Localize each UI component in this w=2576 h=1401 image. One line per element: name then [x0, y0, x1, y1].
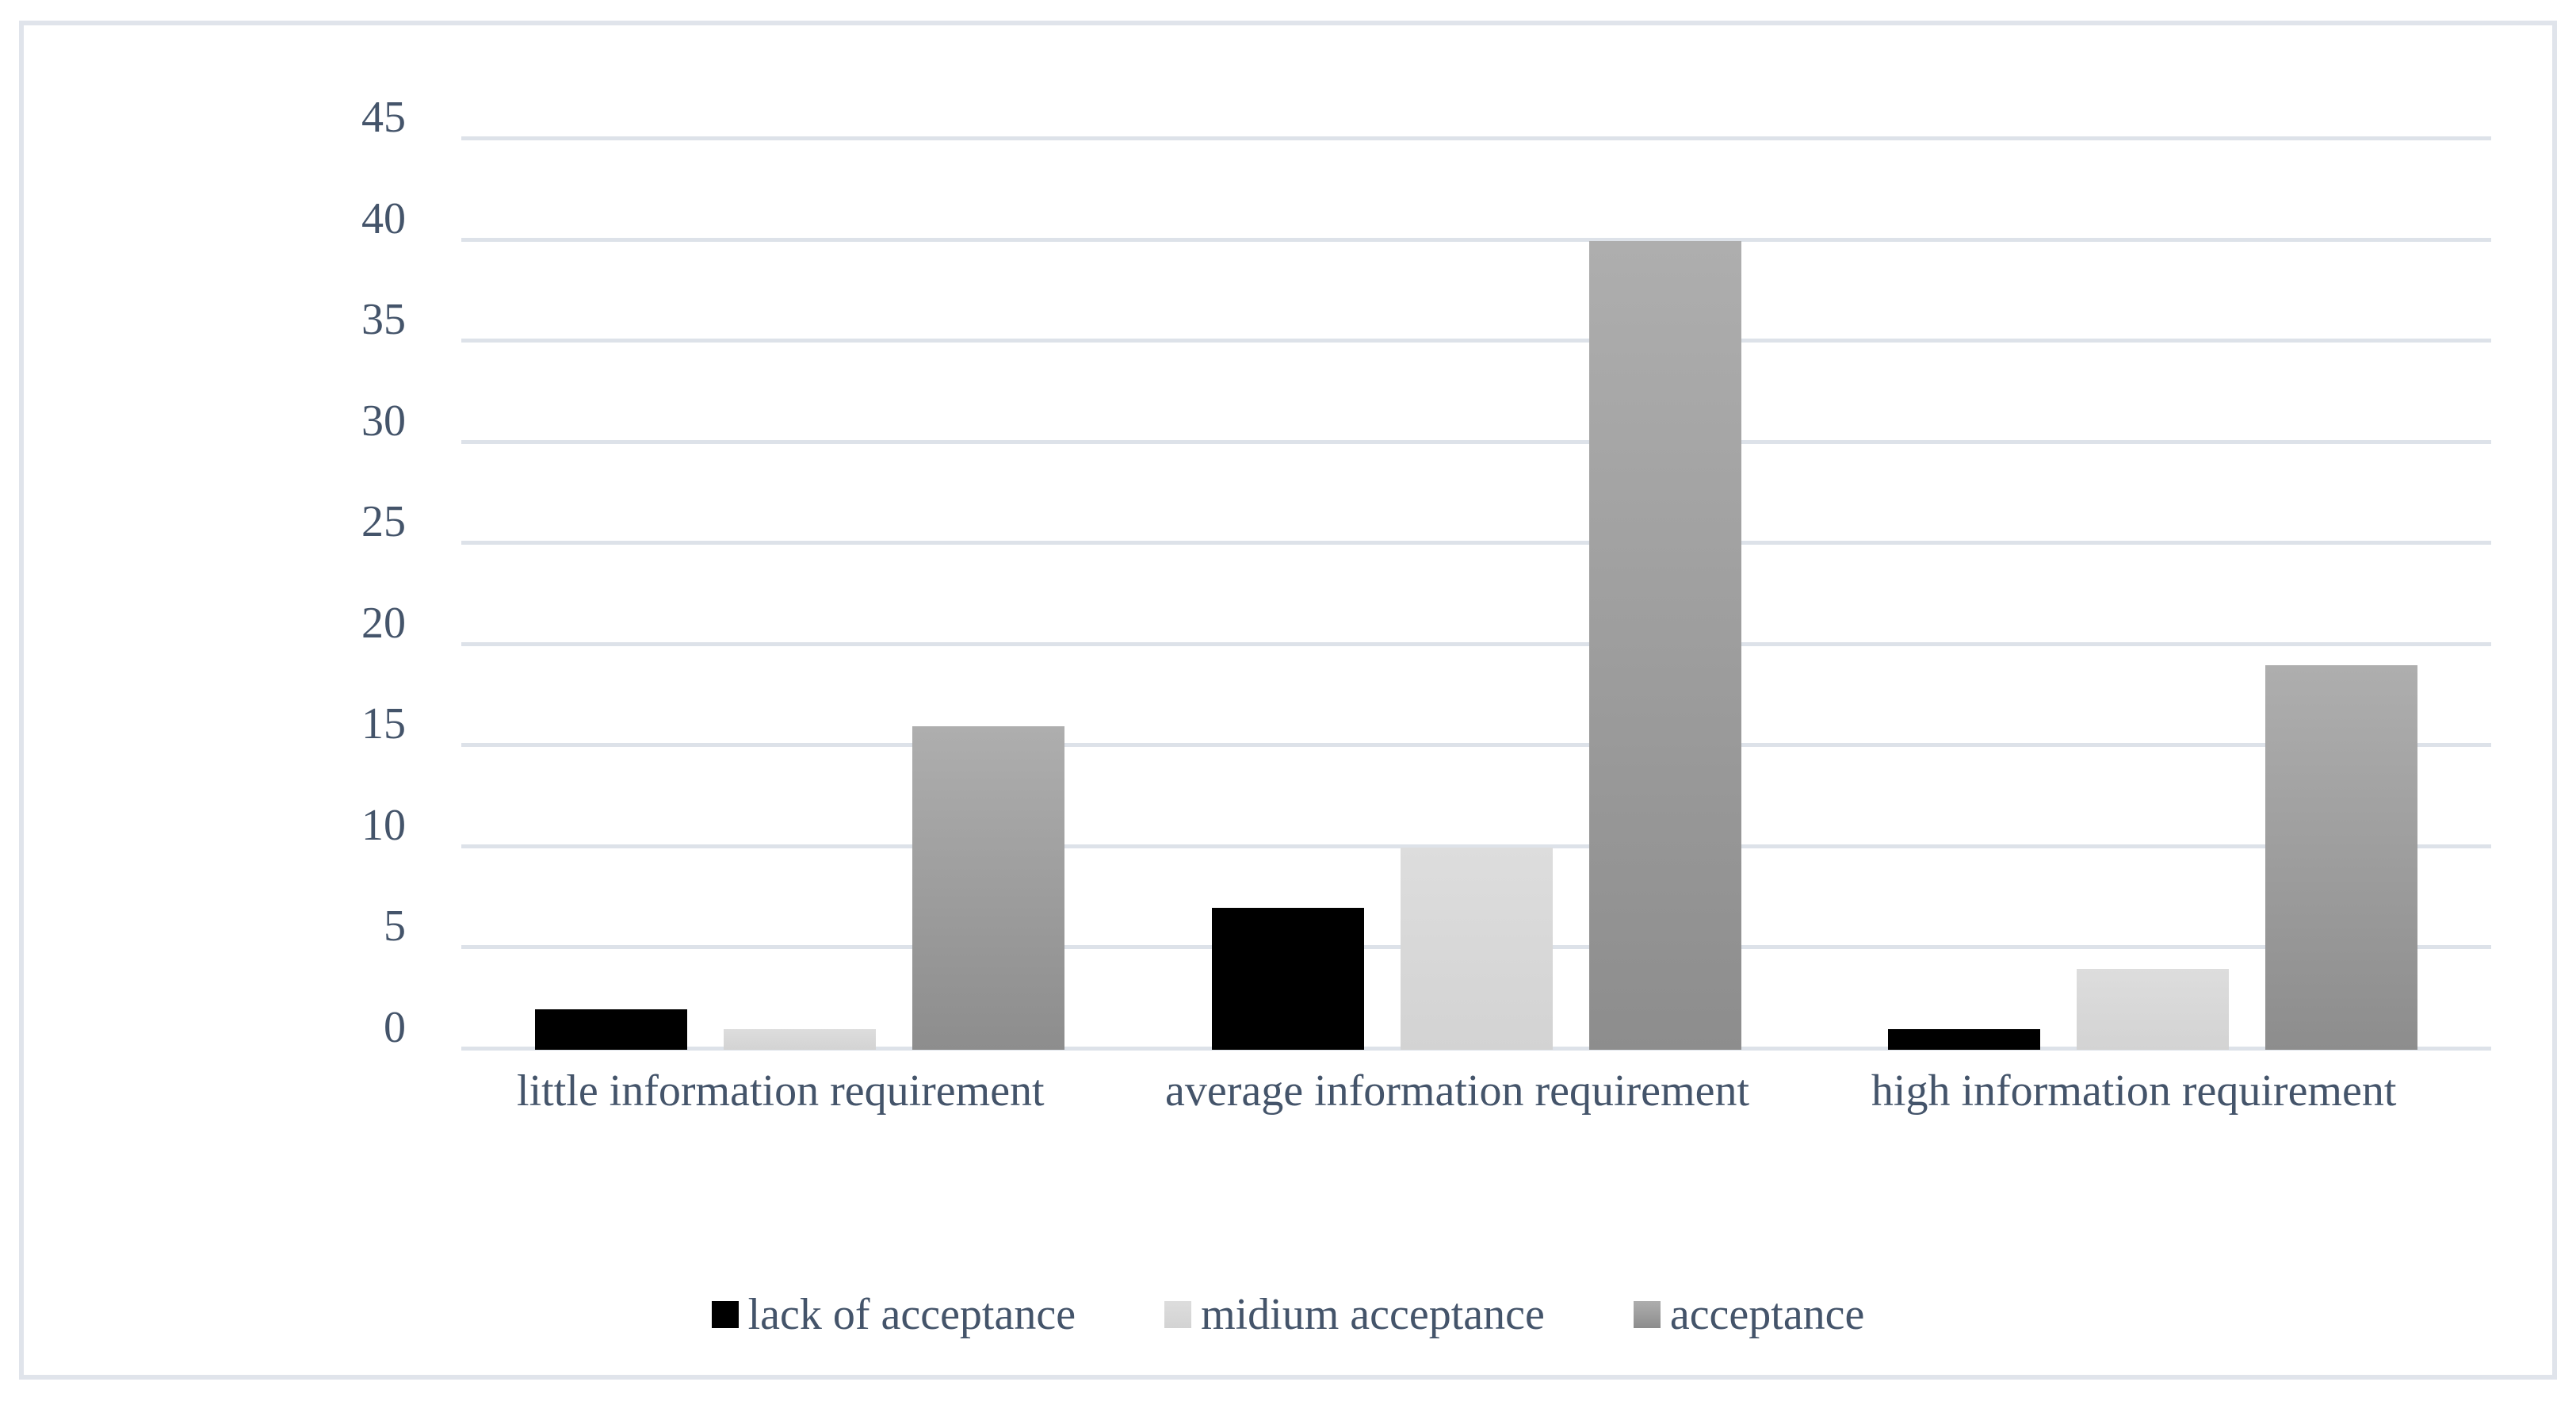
y-axis-tick-label: 35	[361, 295, 406, 345]
legend-label: midium acceptance	[1201, 1290, 1545, 1339]
bar-lack-of-acceptance-cat2	[1212, 908, 1364, 1050]
x-category-label: little information requirement	[517, 1066, 1045, 1116]
y-axis-tick-label: 0	[384, 1003, 406, 1052]
y-axis-tick-label: 20	[361, 598, 406, 648]
x-category-label: average information requirement	[1165, 1066, 1749, 1116]
legend-item: acceptance	[1633, 1290, 1865, 1339]
legend-item: midium acceptance	[1164, 1291, 1545, 1338]
gridline	[461, 339, 2491, 343]
x-category-label: high information requirement	[1871, 1066, 2397, 1116]
chart-frame: 0 5 10 15 20 25 30 35 40 45 little information re…	[19, 21, 2557, 1380]
y-axis-tick-label: 15	[361, 699, 406, 749]
gridline	[461, 541, 2491, 545]
bar-midium-acceptance-cat1	[724, 1029, 876, 1050]
legend-swatch-icon	[1164, 1301, 1192, 1328]
legend-item: lack of acceptance	[711, 1290, 1076, 1339]
gridline	[461, 641, 2491, 646]
bar-acceptance-cat2	[1589, 241, 1741, 1050]
bar-midium-acceptance-cat2	[1401, 848, 1553, 1050]
legend-label: lack of acceptance	[747, 1290, 1076, 1339]
gridline	[461, 743, 2491, 748]
legend-label: acceptance	[1669, 1290, 1865, 1339]
y-axis-tick-label: 30	[361, 396, 406, 446]
y-axis-tick-label: 10	[361, 800, 406, 850]
gridline	[461, 439, 2491, 444]
y-axis-tick-label: 45	[361, 93, 406, 142]
bar-lack-of-acceptance-cat3	[1888, 1029, 2040, 1050]
bar-lack-of-acceptance-cat1	[535, 1009, 687, 1050]
bar-acceptance-cat3	[2265, 665, 2417, 1050]
bar-acceptance-cat1	[912, 726, 1064, 1050]
bar-midium-acceptance-cat3	[2077, 969, 2229, 1050]
y-axis-tick-label: 25	[361, 497, 406, 547]
plot-area	[461, 136, 2491, 1051]
legend-swatch-icon	[1633, 1301, 1661, 1328]
legend-swatch-icon	[711, 1301, 739, 1328]
y-axis-tick-label: 40	[361, 193, 406, 243]
gridline	[461, 237, 2491, 242]
legend: lack of acceptance midium acceptance accep…	[24, 1291, 2552, 1338]
y-axis-tick-label: 5	[384, 901, 406, 951]
gridline	[461, 844, 2491, 848]
gridline	[461, 136, 2491, 140]
